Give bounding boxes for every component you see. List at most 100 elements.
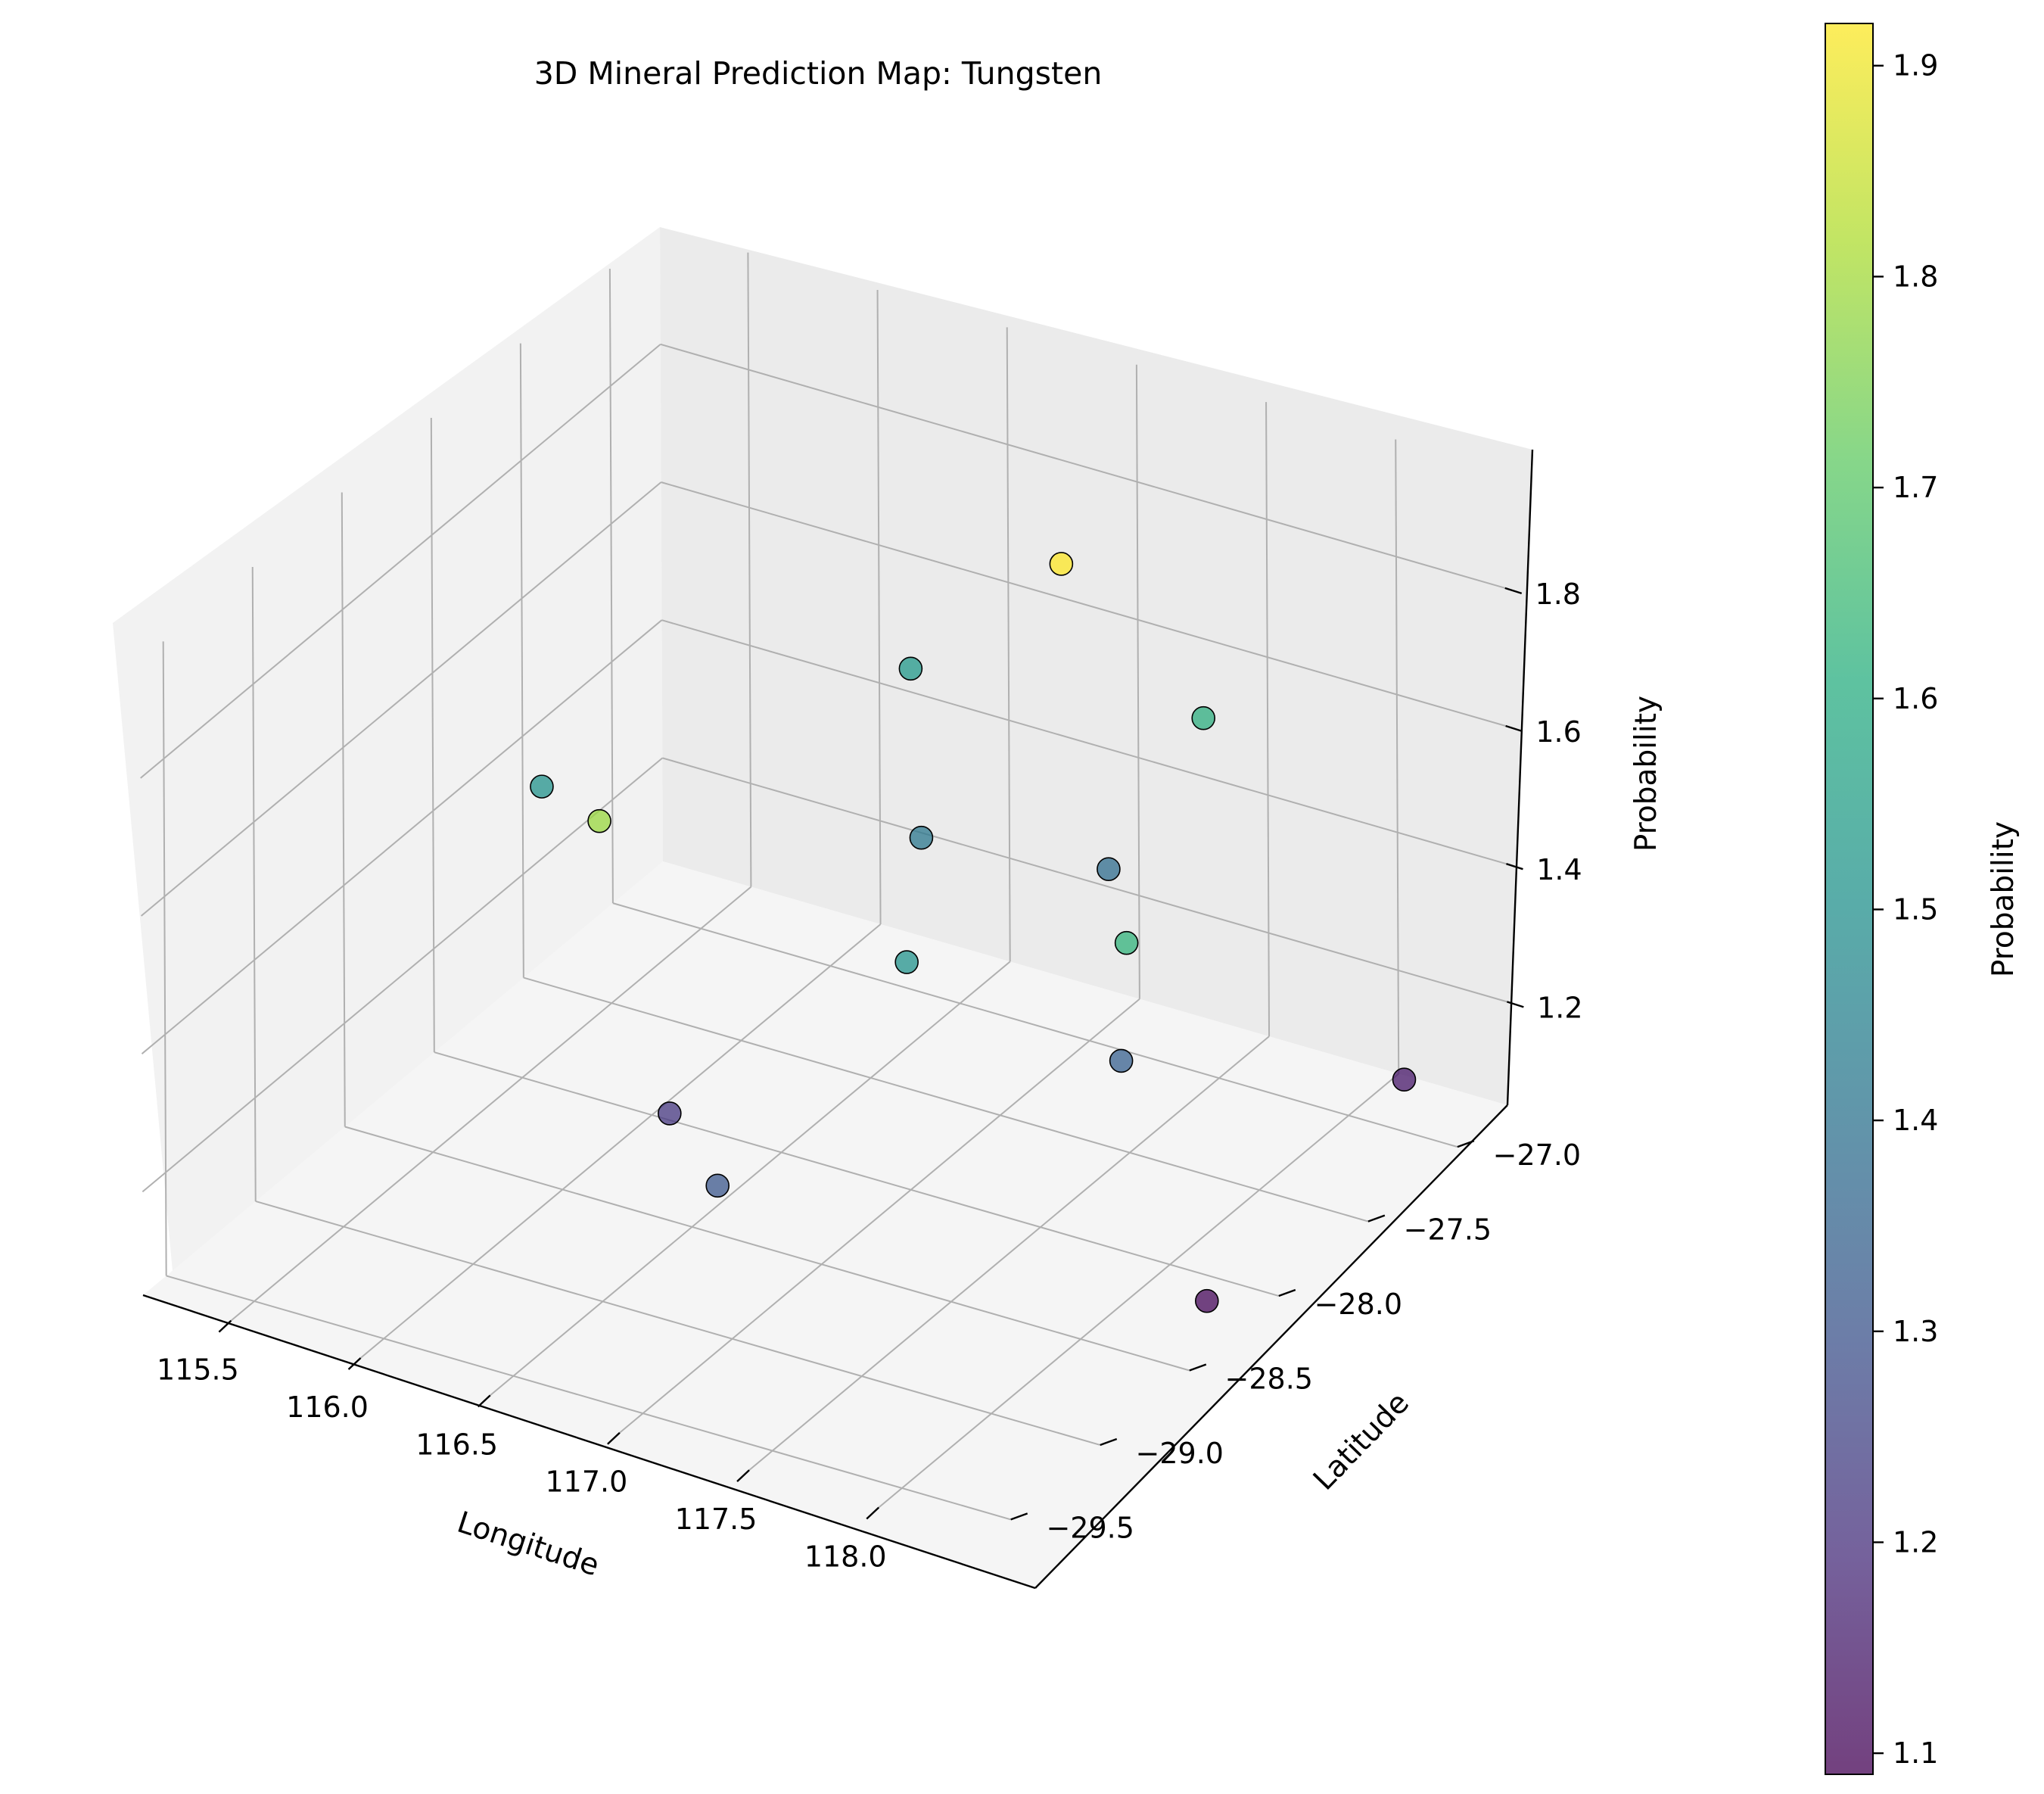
- x-tick-mark: [607, 1431, 621, 1445]
- pane-left: [113, 227, 663, 1279]
- colorbar-tick-label: 1.3: [1893, 1315, 1938, 1348]
- colorbar-label: Probability: [1986, 821, 2021, 977]
- grid-line-y: [344, 1126, 1190, 1372]
- data-points: [530, 552, 1417, 1313]
- data-point: [658, 1101, 682, 1126]
- grid: [140, 252, 1507, 1521]
- grid-line-x: [748, 1036, 1270, 1471]
- grid-line-y: [251, 566, 257, 1201]
- z-tick-mark: [1505, 724, 1523, 733]
- grid-line-z: [141, 619, 663, 1054]
- grid-line-y: [519, 343, 524, 978]
- y-tick-label: −27.0: [1493, 1138, 1581, 1172]
- data-point: [1049, 552, 1074, 576]
- x-tick-label: 116.0: [286, 1391, 369, 1424]
- grid-line-x: [876, 289, 882, 924]
- y-tick-label: −28.5: [1225, 1362, 1313, 1395]
- grid-line-y: [341, 492, 346, 1127]
- data-point: [1392, 1067, 1417, 1092]
- grid-line-x: [359, 923, 882, 1359]
- grid-line-y: [166, 1275, 1011, 1521]
- grid-line-x: [490, 961, 1011, 1397]
- x-tick-label: 117.5: [675, 1503, 758, 1536]
- colorbar-tick-label: 1.8: [1893, 260, 1938, 293]
- y-tick-label: −28.0: [1314, 1288, 1402, 1321]
- grid-line-y: [523, 976, 1369, 1222]
- z-axis-line: [1506, 449, 1534, 1106]
- chart-title: 3D Mineral Prediction Map: Tungsten: [534, 55, 1103, 92]
- y-axis-label: Latitude: [1307, 1386, 1416, 1497]
- x-tick-label: 117.0: [545, 1465, 627, 1499]
- grid-line-z: [662, 757, 1507, 1003]
- grid-line-x: [1265, 402, 1271, 1037]
- x-tick-label: 116.5: [415, 1428, 498, 1461]
- y-tick-label: −27.5: [1404, 1213, 1492, 1247]
- grid-line-z: [661, 619, 1507, 865]
- x-tick-mark: [477, 1394, 491, 1408]
- colorbar-tick-label: 1.2: [1893, 1525, 1938, 1559]
- data-point: [894, 950, 919, 974]
- data-point: [705, 1173, 730, 1198]
- data-point: [1191, 705, 1216, 730]
- grid-line-y: [162, 641, 167, 1276]
- colorbar-tick-label: 1.9: [1893, 49, 1938, 83]
- y-tick-mark: [1010, 1512, 1028, 1521]
- grid-line-x: [619, 998, 1140, 1434]
- z-tick-label: 1.4: [1536, 853, 1582, 886]
- grid-line-x: [747, 252, 752, 887]
- grid-line-y: [430, 418, 435, 1053]
- grid-line-x: [1395, 439, 1400, 1074]
- data-point: [898, 656, 923, 681]
- colorbar-tick-label: 1.5: [1893, 892, 1938, 926]
- z-tick-label: 1.2: [1537, 991, 1582, 1024]
- y-tick-mark: [1367, 1214, 1386, 1222]
- z-tick-label: 1.8: [1535, 578, 1581, 611]
- grid-line-z: [142, 757, 663, 1193]
- data-point: [1114, 930, 1139, 955]
- x-tick-mark: [736, 1469, 750, 1483]
- grid-line-z: [140, 481, 662, 917]
- grid-line-y: [612, 902, 1458, 1148]
- data-point: [1195, 1288, 1219, 1313]
- grid-line-x: [1135, 364, 1140, 999]
- grid-line-z: [661, 481, 1506, 727]
- data-point: [1109, 1048, 1134, 1073]
- colorbar-tick-label: 1.6: [1893, 682, 1938, 715]
- colorbar: [1825, 23, 1874, 1775]
- x-tick-mark: [347, 1357, 362, 1370]
- axis-ticks: 115.5 116.0 116.5 117.0 117.5 118.0 −29.5 −29.0…: [157, 578, 1583, 1574]
- x-axis-line: [142, 1294, 1036, 1590]
- data-point: [909, 825, 934, 850]
- grid-line-x: [1006, 327, 1011, 962]
- grid-line-x: [230, 886, 752, 1322]
- y-axis-line: [1034, 1104, 1508, 1589]
- data-point: [587, 808, 611, 833]
- y-tick-label: −29.5: [1046, 1511, 1134, 1544]
- grid-line-y: [255, 1200, 1101, 1446]
- grid-line-y: [608, 269, 614, 904]
- x-tick-mark: [866, 1506, 880, 1520]
- x-tick-mark: [218, 1319, 232, 1333]
- z-tick-label: 1.6: [1535, 715, 1581, 749]
- z-axis-label: Probability: [1629, 696, 1663, 852]
- data-point: [530, 774, 554, 799]
- data-point: [1097, 857, 1121, 882]
- colorbar-tick-label: 1.4: [1893, 1104, 1938, 1137]
- x-axis-label: Longitude: [453, 1506, 603, 1584]
- y-tick-mark: [1457, 1140, 1475, 1148]
- z-tick-mark: [1506, 863, 1523, 871]
- grid-line-z: [660, 343, 1506, 589]
- grid-line-y: [434, 1051, 1280, 1297]
- grid-line-z: [140, 344, 661, 779]
- y-tick-mark: [1100, 1437, 1118, 1447]
- y-tick-mark: [1278, 1288, 1296, 1297]
- grid-line-x: [878, 1073, 1399, 1509]
- colorbar-tick-label: 1.7: [1893, 471, 1938, 504]
- y-tick-label: −29.0: [1136, 1437, 1224, 1470]
- x-tick-label: 118.0: [804, 1540, 887, 1574]
- y-tick-mark: [1189, 1363, 1207, 1372]
- x-tick-label: 115.5: [157, 1353, 239, 1387]
- colorbar-ticks: 1.1 1.2 1.3 1.4 1.5 1.6 1.7 1.8 1.9: [1873, 49, 1938, 1770]
